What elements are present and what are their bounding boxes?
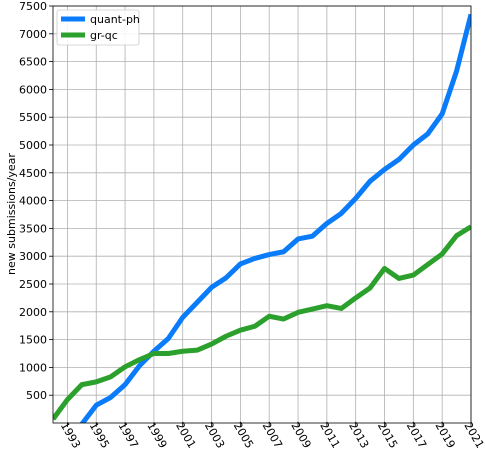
x-tick-label: 1997 — [115, 420, 140, 451]
y-tick-label: 2500 — [19, 278, 47, 291]
y-axis-label: new submissions/year — [5, 153, 18, 275]
y-tick-label: 7000 — [19, 28, 47, 41]
y-tick-label: 1500 — [19, 334, 47, 347]
y-tick-label: 3000 — [19, 250, 47, 263]
series-lines — [53, 13, 471, 423]
x-tick-label: 2011 — [317, 420, 342, 451]
y-tick-label: 6000 — [19, 83, 47, 96]
series-line-quant-ph — [79, 13, 471, 423]
y-tick-label: 5500 — [19, 111, 47, 124]
y-tick-label: 3500 — [19, 222, 47, 235]
x-tick-label: 2009 — [288, 420, 313, 451]
x-axis-ticks: 1993 1995 1997 1999 2001 2003 2005 2007 2009 2011… — [58, 420, 486, 451]
grid — [53, 5, 472, 423]
y-tick-label: 1000 — [19, 361, 47, 374]
y-tick-label: 7500 — [19, 0, 47, 13]
y-tick-label: 4000 — [19, 195, 47, 208]
legend-label-quant-ph: quant-ph — [90, 13, 140, 26]
x-tick-label: 2017 — [404, 420, 429, 451]
series-line-gr-qc — [53, 224, 471, 421]
x-tick-label: 2013 — [346, 420, 371, 451]
x-tick-label: 2003 — [202, 420, 227, 451]
x-tick-label: 2021 — [461, 420, 486, 451]
x-tick-label: 2019 — [433, 420, 458, 451]
x-tick-label: 2005 — [231, 420, 256, 451]
y-tick-label: 5000 — [19, 139, 47, 152]
y-tick-label: 500 — [26, 389, 47, 402]
x-tick-label: 1995 — [87, 420, 112, 451]
x-tick-label: 2015 — [375, 420, 400, 451]
x-tick-label: 1993 — [58, 420, 83, 451]
x-tick-label: 1999 — [144, 420, 169, 451]
y-tick-label: 6500 — [19, 56, 47, 69]
plot-frame — [52, 5, 472, 424]
legend-label-gr-qc: gr-qc — [90, 29, 118, 42]
x-tick-label: 2007 — [260, 420, 285, 451]
legend: quant-ph gr-qc — [56, 9, 140, 46]
y-axis-ticks: 500 1000 1500 2000 2500 3000 3500 4000 4500 5000 5… — [19, 0, 53, 402]
y-tick-label: 4500 — [19, 167, 47, 180]
y-tick-label: 2000 — [19, 306, 47, 319]
x-tick-label: 2001 — [173, 420, 198, 451]
